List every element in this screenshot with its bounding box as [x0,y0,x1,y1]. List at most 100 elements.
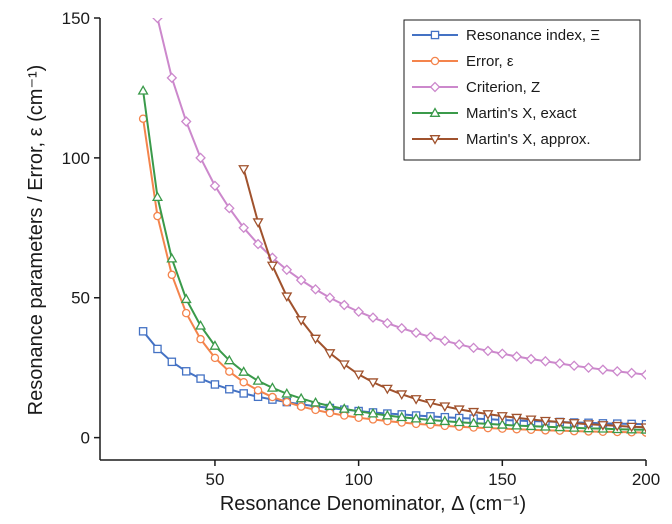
data-point [453,405,465,416]
data-point [181,367,191,376]
data-point [252,218,264,228]
legend-swatch-marker [429,107,441,117]
data-point [281,292,293,303]
data-point [239,389,248,398]
data-point [424,414,436,424]
data-point [511,413,523,424]
data-point [223,354,235,365]
data-point [324,400,336,410]
y-tick-label: 150 [62,9,90,28]
data-point [310,284,321,295]
data-point [295,316,307,326]
data-point [554,418,566,428]
data-point [482,410,494,420]
data-point [410,412,422,423]
data-point [252,375,264,385]
data-point [266,382,278,392]
data-point [367,378,379,388]
data-point [209,180,221,192]
data-point [223,202,235,214]
data-point [439,335,451,347]
data-point [396,411,408,422]
legend-label: Martin's X, approx. [466,131,591,148]
data-point [540,355,551,367]
data-point [166,72,178,84]
x-axis-title: Resonance Denominator, Δ (cm⁻¹) [220,493,526,515]
data-point [396,390,408,400]
data-point [295,274,307,286]
legend-box [403,19,641,161]
data-point [468,342,479,354]
data-point [496,419,508,429]
data-point [482,345,494,357]
legend-swatch-marker [430,30,440,40]
data-point [152,18,163,24]
data-point [209,340,221,350]
series-3 [137,85,646,434]
data-point [195,320,207,330]
data-point [239,377,248,387]
data-point [253,386,263,395]
data-point [281,264,293,276]
data-point [238,366,250,376]
legend-label: Resonance index, Ξ [466,27,600,44]
series-line [142,330,646,426]
data-point [626,422,638,433]
series-2 [152,18,646,380]
data-point [225,367,234,376]
data-point [295,392,307,403]
data-point [611,421,623,432]
data-point [167,270,177,280]
data-point [468,407,480,418]
data-point [382,317,393,329]
data-point [424,398,436,409]
data-point [511,351,523,362]
series-layer [137,18,646,437]
series-4 [238,165,646,433]
data-point [324,292,336,304]
data-point [340,411,349,420]
data-point [597,421,609,431]
data-point [496,412,508,422]
data-point [180,293,192,304]
data-point [310,334,322,345]
data-point [381,409,393,420]
data-point [626,367,637,379]
data-point [281,387,293,398]
data-point [325,408,335,418]
data-point [153,211,162,221]
data-point [554,358,566,369]
data-point [196,334,205,344]
data-point [439,415,451,426]
data-point [238,165,250,175]
data-point [166,252,178,263]
data-point [482,418,494,428]
data-point [353,370,365,381]
data-point [568,419,580,429]
data-point [453,416,465,427]
data-point [453,339,465,350]
data-point [311,405,320,415]
data-point [439,402,451,412]
data-point [210,353,220,363]
data-point [640,369,646,380]
y-tick-label: 100 [62,149,90,168]
data-point [525,420,537,431]
ticks-layer: 50 100 150 200 0 50 100 150 [62,9,661,489]
data-point [496,348,508,360]
x-tick-label: 150 [488,470,516,489]
data-point [324,349,336,359]
data-point [338,360,350,371]
y-tick-label: 50 [71,289,90,308]
legend-swatch-marker [429,135,441,145]
data-point [195,152,206,164]
data-point [539,416,551,427]
data-point [138,327,148,336]
data-point [367,407,379,418]
data-point [381,384,393,395]
data-point [396,322,408,334]
data-point [180,116,192,127]
data-point [225,384,234,394]
y-axis-title: Resonance parameters / Error, ε (cm⁻¹) [25,65,47,416]
x-tick-label: 100 [344,470,372,489]
